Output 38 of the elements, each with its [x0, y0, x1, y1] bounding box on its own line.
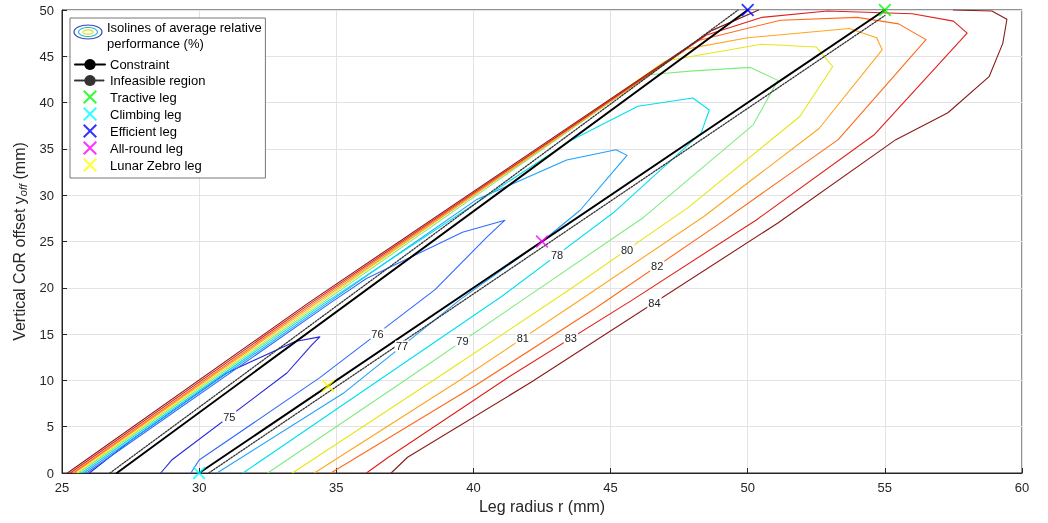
- y-tick-label: 35: [39, 141, 54, 157]
- legend-label: Efficient leg: [110, 123, 177, 139]
- legend-label: Tractive leg: [110, 89, 177, 105]
- y-tick-label: 15: [39, 326, 54, 342]
- y-tick-label: 25: [39, 234, 54, 249]
- y-axis-title: Vertical CoR offset yoff (mm): [10, 142, 30, 341]
- annotation: 77: [395, 340, 409, 353]
- legend-label: Lunar Zebro leg: [110, 157, 202, 173]
- annotation: 76: [371, 327, 384, 340]
- annotation: 79: [456, 335, 469, 348]
- x-tick-label: 45: [603, 480, 618, 495]
- annotation: 82: [651, 260, 664, 273]
- legend-label: Climbing leg: [110, 106, 182, 122]
- x-tick-label: 40: [466, 480, 481, 495]
- x-tick-label: 30: [191, 480, 207, 495]
- y-tick-label: 30: [39, 187, 54, 203]
- y-tick-label: 5: [46, 419, 54, 435]
- y-tick-label: 50: [39, 2, 54, 18]
- annotation: 83: [564, 332, 577, 345]
- x-axis-title: Leg radius r (mm): [478, 498, 606, 516]
- y-tick-label: 40: [39, 95, 54, 111]
- legend-label: All-round leg: [110, 140, 183, 156]
- x-tick-label: 50: [740, 480, 755, 495]
- x-tick-label: 35: [329, 480, 344, 495]
- annotation: 84: [648, 296, 661, 309]
- annotation: 81: [516, 332, 529, 345]
- annotation: 75: [223, 410, 236, 423]
- legend-label: Infeasible region: [110, 73, 206, 88]
- legend-label: Constraint: [110, 57, 170, 72]
- y-tick-label: 10: [39, 372, 54, 388]
- annotation: 78: [550, 248, 564, 261]
- y-tick-label: 20: [39, 280, 54, 296]
- y-tick-label: 45: [39, 48, 54, 64]
- y-tick-label: 0: [46, 465, 54, 481]
- x-tick-label: 55: [877, 480, 893, 495]
- legend-title: Isolines of average relative performance (%): [107, 20, 263, 52]
- x-tick-label: 60: [1014, 480, 1030, 495]
- annotation: 80: [620, 243, 634, 256]
